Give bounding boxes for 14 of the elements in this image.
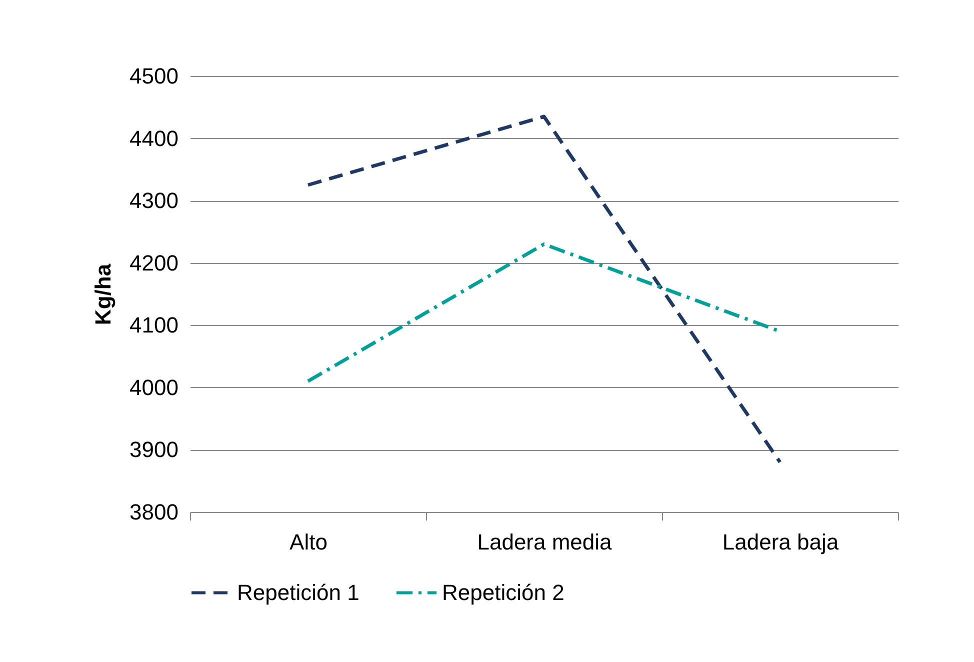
legend-label: Repetición 2 [442, 580, 564, 605]
y-tick-label: 4300 [130, 188, 178, 214]
y-tick-label: 3900 [130, 437, 178, 462]
y-tick-label: 3800 [130, 500, 178, 524]
legend-label: Repetición 1 [237, 580, 360, 605]
y-tick-label: 4100 [130, 312, 178, 338]
y-tick-label: 4400 [130, 126, 178, 151]
x-tick-label: Ladera baja [722, 530, 840, 554]
y-axis-title: Kg/ha [90, 263, 116, 326]
y-tick-label: 4000 [130, 374, 178, 400]
y-tick-label: 4500 [130, 64, 178, 88]
y-tick-label: 4200 [130, 250, 178, 276]
x-tick-label: Ladera media [477, 530, 613, 554]
x-tick-label: Alto [290, 530, 328, 554]
